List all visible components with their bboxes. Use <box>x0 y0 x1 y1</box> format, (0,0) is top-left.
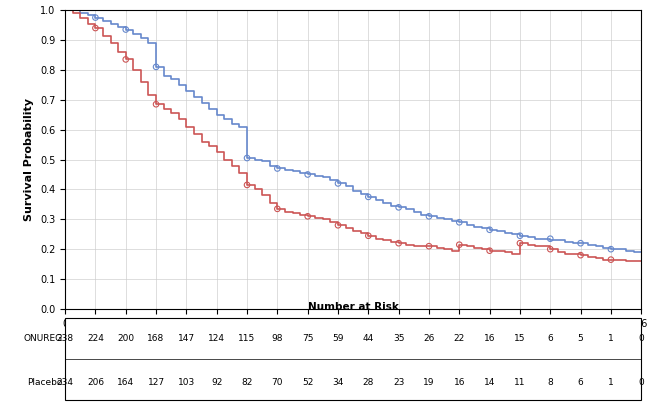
Point <box>545 246 555 252</box>
Point <box>363 194 374 200</box>
Point <box>393 204 404 210</box>
Point <box>575 252 586 259</box>
Text: 206: 206 <box>87 377 104 387</box>
Text: 115: 115 <box>238 335 256 343</box>
Text: 75: 75 <box>302 335 313 343</box>
Text: 1: 1 <box>608 335 614 343</box>
Text: 14: 14 <box>484 377 495 387</box>
Text: 147: 147 <box>178 335 195 343</box>
Text: 1: 1 <box>608 377 614 387</box>
Point <box>333 222 343 229</box>
Text: 26: 26 <box>423 335 435 343</box>
Text: 0: 0 <box>639 377 644 387</box>
Text: 34: 34 <box>332 377 344 387</box>
Point <box>303 213 313 219</box>
Text: 16: 16 <box>454 377 465 387</box>
Point <box>90 25 101 31</box>
Point <box>575 240 586 246</box>
Text: 124: 124 <box>208 335 225 343</box>
Text: 70: 70 <box>271 377 283 387</box>
Text: 22: 22 <box>454 335 465 343</box>
Y-axis label: Survival Probability: Survival Probability <box>25 98 35 221</box>
Text: 82: 82 <box>242 377 253 387</box>
Text: 98: 98 <box>271 335 283 343</box>
Point <box>605 257 616 263</box>
Point <box>454 242 465 248</box>
Point <box>120 56 131 63</box>
Text: 238: 238 <box>57 335 74 343</box>
Text: 11: 11 <box>514 377 526 387</box>
Text: 28: 28 <box>363 377 374 387</box>
Point <box>333 180 343 187</box>
Text: 127: 127 <box>148 377 165 387</box>
Point <box>363 232 374 239</box>
Point <box>515 232 525 239</box>
Point <box>120 26 131 33</box>
Text: 19: 19 <box>423 377 435 387</box>
Text: 224: 224 <box>87 335 104 343</box>
Text: 168: 168 <box>147 335 165 343</box>
Point <box>424 213 434 219</box>
Text: 16: 16 <box>484 335 495 343</box>
Text: 103: 103 <box>178 377 195 387</box>
Point <box>515 240 525 246</box>
Text: 92: 92 <box>211 377 223 387</box>
Point <box>242 182 252 188</box>
Point <box>303 171 313 178</box>
Point <box>605 246 616 252</box>
Point <box>454 219 465 225</box>
Text: 6: 6 <box>577 377 583 387</box>
Point <box>484 227 495 233</box>
Point <box>484 247 495 254</box>
Text: 8: 8 <box>547 377 553 387</box>
Text: 0: 0 <box>639 335 644 343</box>
Point <box>424 243 434 249</box>
Point <box>242 155 252 161</box>
Point <box>393 240 404 246</box>
X-axis label: Time(Months) from randomization: Time(Months) from randomization <box>246 334 460 344</box>
Text: 5: 5 <box>577 335 583 343</box>
Text: 35: 35 <box>393 335 404 343</box>
Text: 15: 15 <box>514 335 526 343</box>
Text: 44: 44 <box>363 335 374 343</box>
Legend: ONUREG, Placebo, O  Censored: ONUREG, Placebo, O Censored <box>230 374 477 391</box>
Text: Number at Risk: Number at Risk <box>308 302 398 312</box>
Text: 200: 200 <box>117 335 134 343</box>
Text: 23: 23 <box>393 377 404 387</box>
Point <box>272 165 283 172</box>
Text: 59: 59 <box>332 335 344 343</box>
Text: 164: 164 <box>117 377 134 387</box>
Point <box>151 101 161 107</box>
Point <box>545 236 555 242</box>
Text: 234: 234 <box>57 377 74 387</box>
Text: 52: 52 <box>302 377 313 387</box>
Point <box>272 206 283 212</box>
Text: 6: 6 <box>547 335 553 343</box>
Point <box>90 14 101 21</box>
Text: ONUREG: ONUREG <box>23 335 62 343</box>
Text: Placebo: Placebo <box>27 377 62 387</box>
Point <box>151 64 161 70</box>
